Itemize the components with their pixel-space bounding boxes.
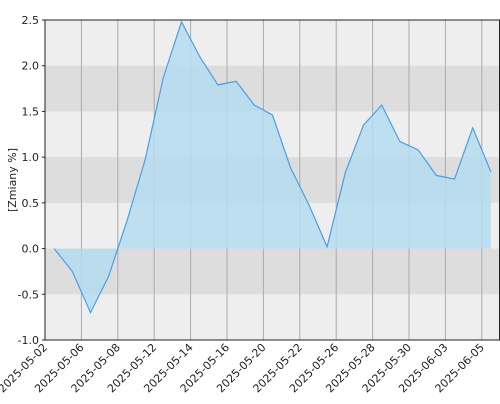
y-tick-label: 2.0 <box>22 60 40 73</box>
y-axis-label: [Zmiany %] <box>6 148 19 212</box>
area <box>54 21 491 313</box>
grid-band <box>45 248 500 295</box>
y-tick-label: 2.5 <box>22 14 40 27</box>
y-tick-label: 1.5 <box>22 105 40 118</box>
y-tick-label: 0.0 <box>22 243 40 256</box>
grid-band <box>45 65 500 112</box>
y-tick-label: 1.0 <box>22 151 40 164</box>
y-tick-label: 0.5 <box>22 197 40 210</box>
y-tick-label: -1.0 <box>18 334 39 347</box>
line <box>53 20 492 315</box>
y-tick-label: -0.5 <box>18 288 39 301</box>
